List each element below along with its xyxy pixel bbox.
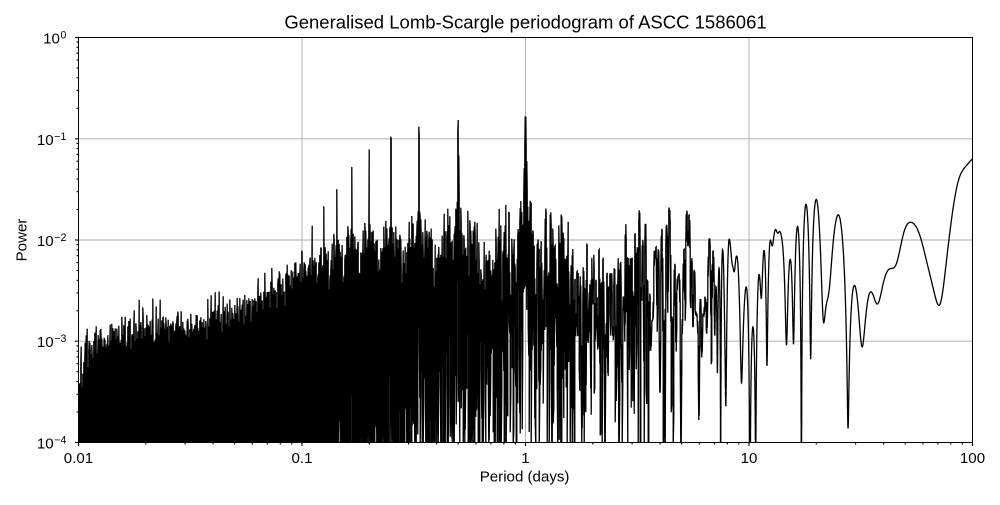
svg-text:10: 10 [741,450,758,467]
svg-text:100: 100 [960,450,985,467]
svg-text:10: 10 [37,334,54,351]
svg-text:−1: −1 [54,131,66,143]
svg-text:−3: −3 [54,333,66,345]
svg-text:0: 0 [61,30,67,42]
svg-text:Period (days): Period (days) [480,468,570,485]
svg-text:−4: −4 [54,435,66,447]
svg-text:1: 1 [521,450,529,467]
svg-text:10: 10 [37,436,54,453]
svg-text:Generalised Lomb-Scargle perio: Generalised Lomb-Scargle periodogram of … [284,12,766,33]
svg-text:Power: Power [13,219,30,262]
svg-text:0.1: 0.1 [292,450,313,467]
svg-text:−2: −2 [54,232,66,244]
svg-text:10: 10 [37,132,54,149]
svg-text:10: 10 [37,233,54,250]
svg-text:0.01: 0.01 [64,450,93,467]
svg-text:10: 10 [43,31,60,48]
